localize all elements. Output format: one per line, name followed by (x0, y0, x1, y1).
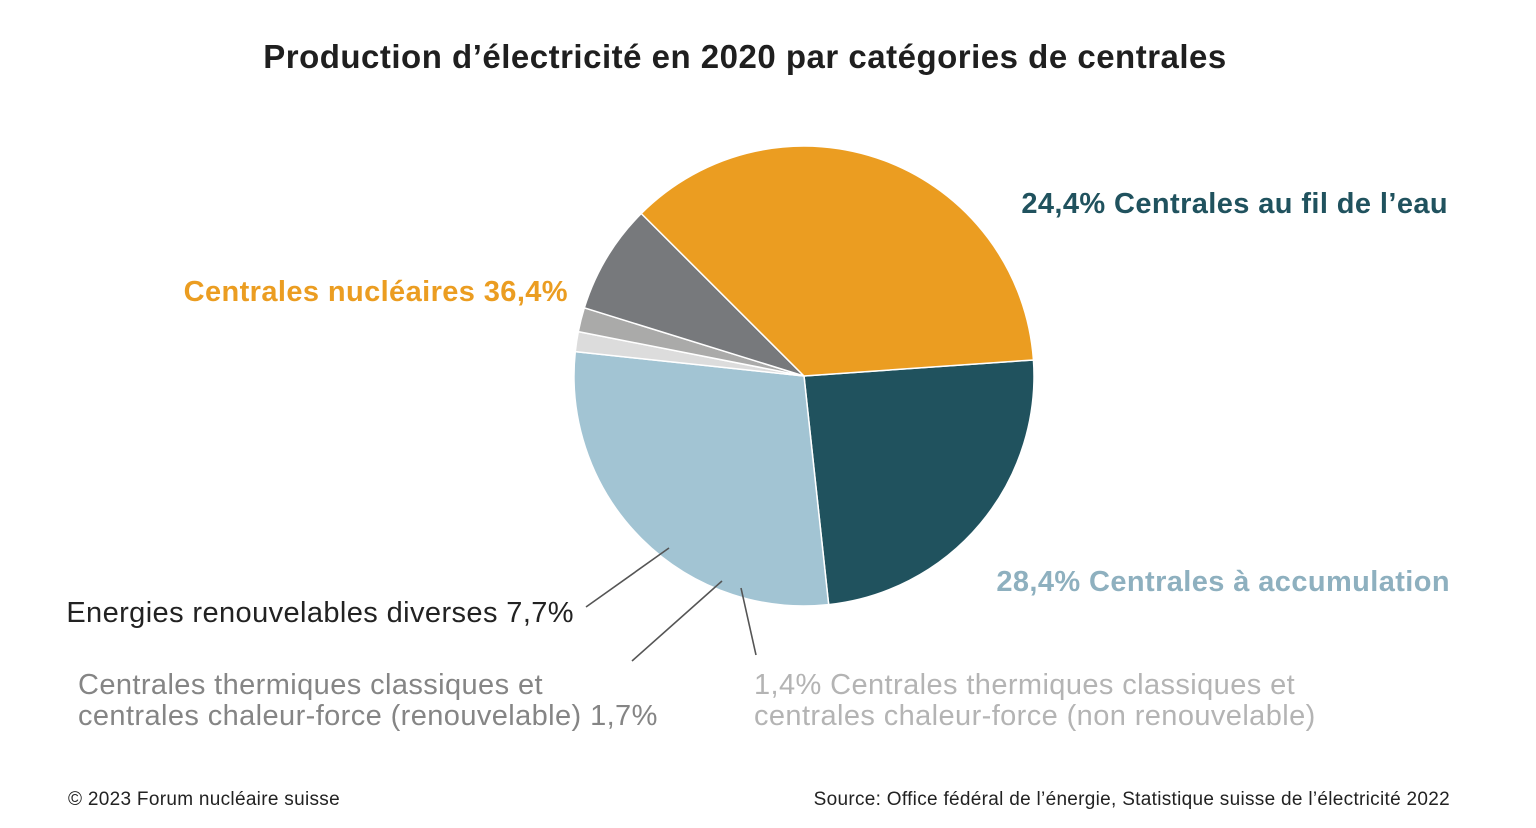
slice-label-line: Energies renouvelables diverses 7,7% (66, 597, 574, 629)
chart-title: Production d’électricité en 2020 par cat… (263, 38, 1227, 75)
slice-label: 24,4% Centrales au fil de l’eau (1021, 188, 1448, 220)
slice-label-line: 28,4% Centrales à accumulation (996, 566, 1450, 598)
pie-slice (640, 145, 1035, 377)
leader-line (631, 580, 723, 662)
slice-label-line: 1,4% Centrales thermiques classiques et (754, 669, 1295, 701)
pie-slice (573, 350, 830, 607)
leader-line (740, 587, 757, 656)
slice-labels: 24,4% Centrales au fil de l’eau 28,4% Cen… (66, 188, 1450, 732)
leader-line (585, 547, 670, 608)
slice-label: Energies renouvelables diverses 7,7% (66, 597, 574, 629)
leader-lines (585, 547, 757, 662)
slice-label: 28,4% Centrales à accumulation (996, 566, 1450, 598)
pie-slices (573, 145, 1035, 607)
slice-label-line: centrales chaleur-force (renouvelable) 1… (78, 700, 658, 732)
slice-label-line: 24,4% Centrales au fil de l’eau (1021, 188, 1448, 220)
copyright-text: © 2023 Forum nucléaire suisse (68, 789, 340, 810)
slice-label: Centrales thermiques classiques et centra… (78, 669, 658, 732)
pie-slice (803, 359, 1035, 606)
source-text: Source: Office fédéral de l’énergie, Sta… (814, 789, 1450, 810)
slice-label-line: Centrales thermiques classiques et (78, 669, 543, 701)
slice-label-line: centrales chaleur-force (non renouvelabl… (754, 700, 1316, 732)
slice-label: Centrales nucléaires 36,4% (184, 276, 568, 308)
slice-label: 1,4% Centrales thermiques classiques et c… (754, 669, 1316, 732)
slice-label-line: Centrales nucléaires 36,4% (184, 276, 568, 308)
pie-slice (583, 212, 805, 377)
